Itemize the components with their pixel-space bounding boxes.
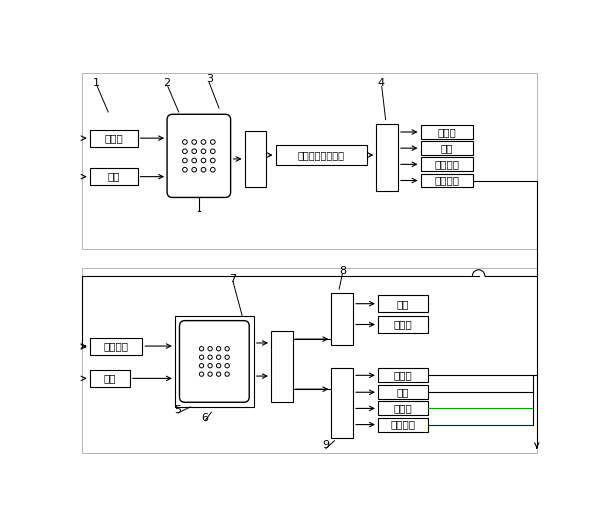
Bar <box>378 401 428 415</box>
Bar <box>420 125 473 139</box>
Text: 氯甲烷: 氯甲烷 <box>104 133 123 143</box>
Text: 氯气: 氯气 <box>107 172 120 182</box>
Bar <box>82 73 537 249</box>
FancyBboxPatch shape <box>180 320 249 402</box>
Text: 二氯甲烷: 二氯甲烷 <box>390 420 415 430</box>
Bar <box>378 385 428 399</box>
Text: 氯化氢: 氯化氢 <box>393 319 412 330</box>
Bar <box>244 131 266 187</box>
Text: 2: 2 <box>163 78 171 88</box>
Text: 二氯甲烷: 二氯甲烷 <box>434 175 459 185</box>
Bar <box>332 293 353 345</box>
Bar <box>378 368 428 382</box>
Text: 氯甲烷: 氯甲烷 <box>393 404 412 413</box>
Text: 二氯乙烷: 二氯乙烷 <box>434 159 459 169</box>
Text: 5: 5 <box>174 405 181 415</box>
Text: 乙烯: 乙烯 <box>396 387 409 397</box>
Text: 氯乙烯: 氯乙烯 <box>437 127 456 137</box>
Bar <box>378 417 428 431</box>
Text: 氢气: 氢气 <box>396 299 409 309</box>
Text: 6: 6 <box>201 413 208 423</box>
Text: 9: 9 <box>322 440 329 450</box>
Bar <box>90 337 142 354</box>
Text: 氢气: 氢气 <box>103 374 116 383</box>
Text: 乙烯: 乙烯 <box>440 143 453 153</box>
Bar <box>420 173 473 187</box>
Bar <box>420 157 473 171</box>
Bar <box>271 331 293 402</box>
Bar <box>378 316 428 333</box>
FancyBboxPatch shape <box>167 114 231 198</box>
Text: 二氯甲烷: 二氯甲烷 <box>103 341 128 351</box>
Bar <box>376 123 398 191</box>
Text: 7: 7 <box>229 274 236 284</box>
Bar <box>378 295 428 312</box>
Bar <box>90 168 137 185</box>
Text: 水洗、碱洗、干燥: 水洗、碱洗、干燥 <box>298 150 345 160</box>
Text: 8: 8 <box>339 266 346 277</box>
Bar <box>82 268 537 453</box>
Bar <box>275 145 367 165</box>
Text: 4: 4 <box>378 78 385 88</box>
Text: 1: 1 <box>93 78 100 88</box>
Bar <box>175 316 254 407</box>
Bar <box>420 141 473 155</box>
Text: 3: 3 <box>206 74 213 84</box>
Text: 氯乙烯: 氯乙烯 <box>393 370 412 380</box>
Bar <box>90 370 130 387</box>
Bar <box>90 130 137 147</box>
Bar <box>332 368 353 438</box>
